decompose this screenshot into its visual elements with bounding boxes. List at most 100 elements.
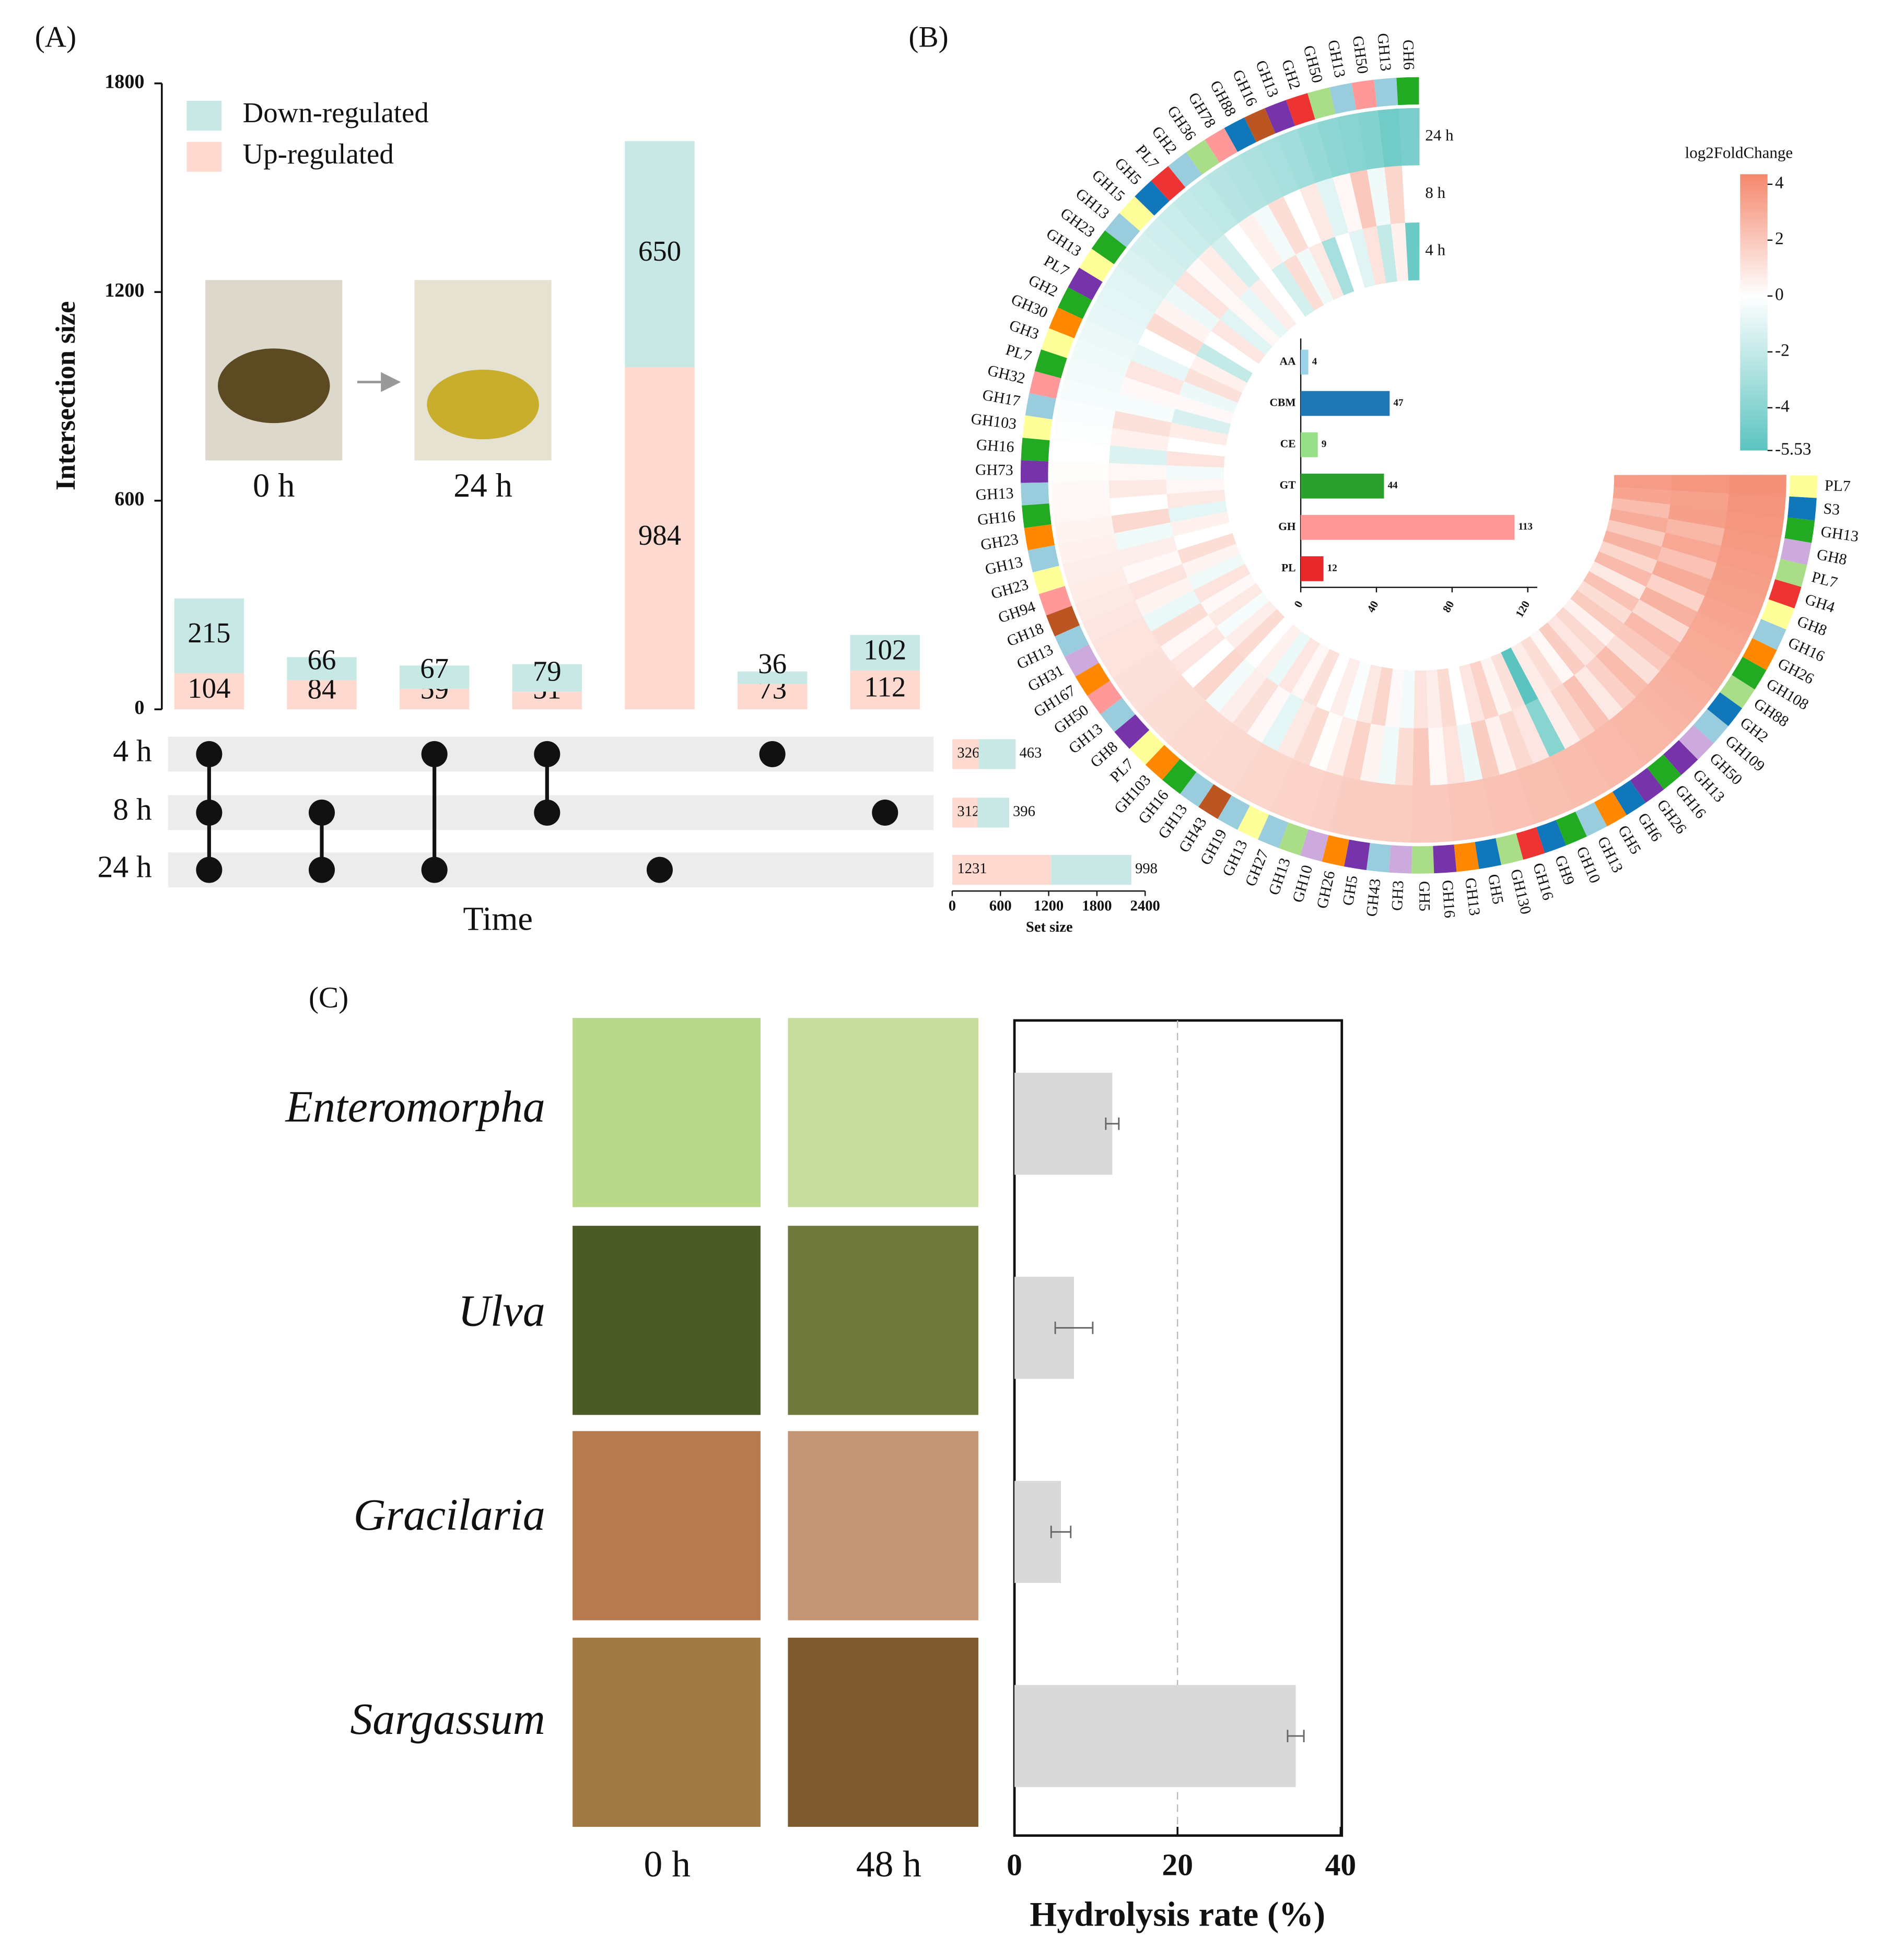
family-band <box>1024 524 1055 550</box>
colorbar-tick-label: 0 <box>1775 285 1784 304</box>
family-band <box>1145 745 1180 780</box>
family-band <box>1029 371 1061 399</box>
gene-label: GH13 <box>984 553 1024 578</box>
y-tick-label: 600 <box>114 488 144 510</box>
gene-label: GH13 <box>1820 523 1860 545</box>
gene-label: GH8 <box>1815 546 1848 569</box>
family-band <box>1129 730 1164 765</box>
family-band <box>1475 838 1502 870</box>
bar-segment <box>625 141 695 368</box>
matrix-dot <box>421 741 448 768</box>
bar-segment <box>737 671 808 684</box>
gene-label: GH16 <box>1439 879 1458 919</box>
set-size-label: 998 <box>1135 861 1158 877</box>
heatmap-cell <box>1411 784 1434 843</box>
family-band <box>1761 599 1795 630</box>
family-band <box>1630 768 1664 803</box>
family-band <box>1151 166 1186 201</box>
family-band <box>1168 152 1202 187</box>
bar-segment <box>399 665 470 689</box>
bar-segment <box>174 598 244 673</box>
family-band <box>1388 845 1412 874</box>
family-band <box>1180 772 1214 807</box>
set-size-label: 312 <box>957 804 979 820</box>
gene-label: GH16 <box>977 508 1017 529</box>
family-band <box>1784 517 1815 543</box>
set-size-bar <box>977 797 1009 828</box>
gene-label: GH50 <box>1349 35 1372 75</box>
matrix-dot <box>759 741 786 768</box>
inset-value-label: 44 <box>1388 480 1398 491</box>
category-label: Enteromorpha <box>285 1082 545 1132</box>
family-band <box>1105 213 1140 248</box>
bar <box>1014 1073 1113 1175</box>
family-band <box>1516 827 1545 860</box>
family-band <box>1025 393 1056 420</box>
family-band <box>1034 349 1067 379</box>
family-band <box>1344 839 1370 871</box>
photo <box>573 1637 761 1827</box>
set-size-bar <box>952 855 1052 885</box>
family-band <box>1454 842 1479 872</box>
set-size-bar <box>952 739 979 769</box>
family-band <box>1433 844 1457 874</box>
family-band <box>1775 559 1807 587</box>
gene-label: GH8 <box>1795 613 1829 640</box>
inset-value-label: 12 <box>1327 562 1337 573</box>
inset-category-label: GH <box>1278 520 1296 533</box>
family-band <box>1496 833 1524 865</box>
gene-label: GH5 <box>1485 873 1507 906</box>
gene-label: GH16 <box>976 436 1015 456</box>
family-band <box>1742 638 1777 671</box>
family-band <box>1091 230 1127 265</box>
family-band <box>1788 496 1817 521</box>
family-band <box>1022 503 1052 528</box>
family-band <box>1693 709 1729 744</box>
family-band <box>1300 829 1329 862</box>
gene-label: GH50 <box>1300 43 1326 85</box>
gene-label: GH9 <box>1551 853 1578 887</box>
legend-label: Up-regulated <box>243 138 394 170</box>
gene-label: GH13 <box>975 485 1014 503</box>
family-band <box>1162 759 1197 794</box>
family-band <box>1329 83 1357 114</box>
y-axis-label: Intersection size <box>51 301 81 490</box>
matrix-dot <box>196 856 223 883</box>
bar-segment <box>850 670 920 710</box>
inset-category-label: PL <box>1281 561 1295 574</box>
matrix-dot <box>196 799 223 826</box>
family-band <box>1237 805 1269 840</box>
gene-label: GH16 <box>1529 861 1557 902</box>
family-band <box>1351 79 1377 110</box>
bar-value-label: 67 <box>420 652 449 684</box>
bar-segment <box>850 635 920 671</box>
family-band <box>1575 802 1607 837</box>
family-band <box>1068 267 1103 300</box>
family-band <box>1114 714 1150 749</box>
set-size-bar <box>978 739 1016 769</box>
matrix-dot <box>646 856 673 883</box>
gene-label: PL7 <box>1810 568 1839 591</box>
gene-label: GH5 <box>1339 874 1361 907</box>
legend-swatch <box>186 142 222 172</box>
panel-label: (A) <box>35 20 76 53</box>
family-band <box>1322 835 1349 867</box>
inset-value-label: 4 <box>1312 356 1317 367</box>
category-label: Ulva <box>458 1286 545 1335</box>
photo-label: 0 h <box>644 1844 691 1885</box>
gene-label: GH130 <box>1507 867 1535 916</box>
heatmap-cell <box>1614 475 1672 490</box>
gene-label: GH5 <box>1416 881 1433 911</box>
family-band <box>1038 585 1072 616</box>
category-label: Gracilaria <box>354 1490 545 1540</box>
set-label: 8 h <box>113 792 151 827</box>
bar-value-label: 104 <box>188 672 230 704</box>
photo <box>573 1226 761 1415</box>
bar-segment <box>399 688 470 710</box>
family-band <box>1780 538 1812 565</box>
family-band <box>1041 328 1075 358</box>
family-band <box>1079 249 1114 282</box>
family-band <box>1198 784 1232 819</box>
bar-value-label: 79 <box>533 655 562 687</box>
family-band <box>1032 566 1065 594</box>
